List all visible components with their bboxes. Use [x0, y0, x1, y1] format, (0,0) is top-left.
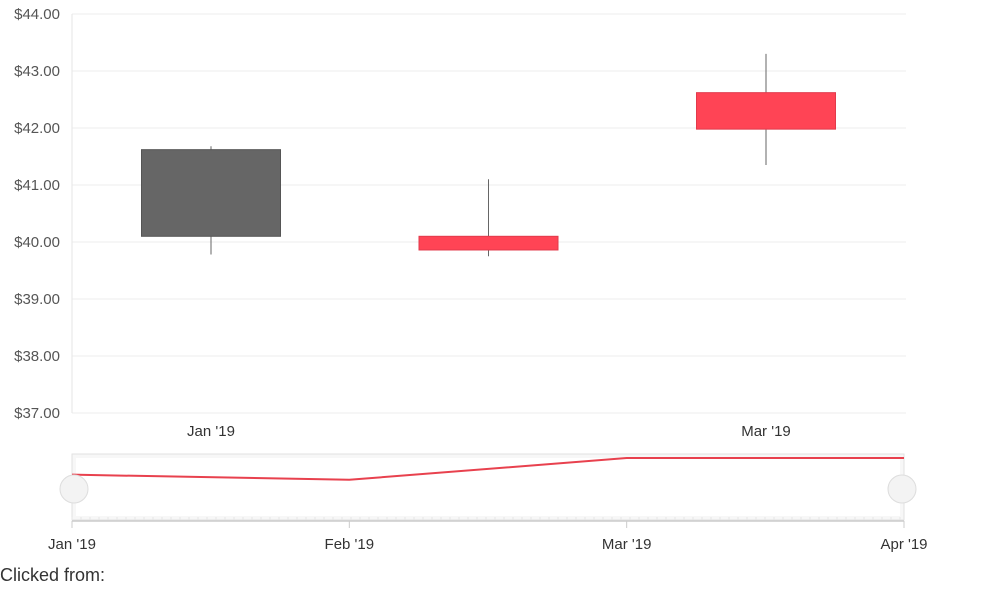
x-axis: Jan '19 Mar '19	[187, 423, 791, 440]
y-tick-label: $43.00	[14, 63, 60, 80]
x-tick-label: Mar '19	[741, 423, 791, 440]
navigator-tick-label: Feb '19	[325, 536, 375, 553]
navigator-tick-label: Mar '19	[602, 536, 652, 553]
y-tick-label: $40.00	[14, 234, 60, 251]
navigator-right-handle[interactable]	[887, 474, 917, 504]
y-tick-label: $37.00	[14, 405, 60, 422]
clicked-from-label: Clicked from:	[0, 565, 106, 585]
y-tick-label: $41.00	[14, 177, 60, 194]
navigator-series-line	[71, 457, 904, 481]
candle-body	[141, 149, 281, 237]
candle[interactable]	[141, 146, 281, 255]
navigator-tick-label: Apr '19	[880, 536, 927, 553]
candles	[141, 53, 836, 257]
y-tick-label: $39.00	[14, 291, 60, 308]
y-axis: $37.00 $38.00 $39.00 $40.00 $41.00 $42.00 $43.…	[14, 6, 73, 422]
navigator[interactable]: Jan '19 Feb '19 Mar '19 Apr '19	[48, 453, 928, 553]
y-tick-label: $42.00	[14, 120, 60, 137]
candle[interactable]	[418, 179, 559, 257]
candlestick-chart: $37.00 $38.00 $39.00 $40.00 $41.00 $42.00 $43.…	[14, 6, 928, 553]
y-tick-label: $38.00	[14, 348, 60, 365]
y-tick-label: $44.00	[14, 6, 60, 23]
navigator-selection[interactable]	[76, 458, 900, 516]
navigator-left-handle[interactable]	[59, 474, 89, 504]
navigator-tick-label: Jan '19	[48, 536, 96, 553]
candle-body	[696, 92, 836, 130]
candle[interactable]	[696, 53, 836, 166]
x-tick-label: Jan '19	[187, 423, 235, 440]
candle-body	[418, 235, 559, 251]
